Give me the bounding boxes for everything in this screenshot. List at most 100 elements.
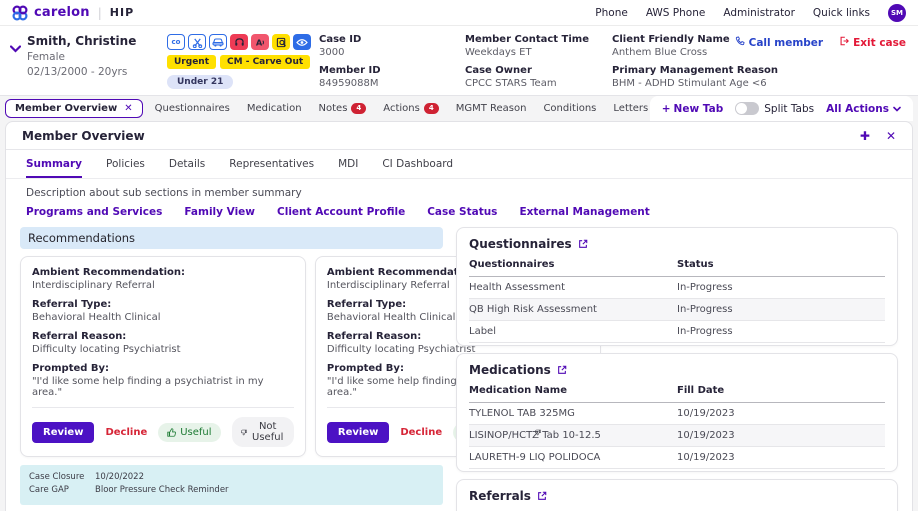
not-useful-button[interactable]: Not Useful — [231, 417, 294, 447]
thumbs-down-icon — [240, 429, 247, 435]
useful-button[interactable]: Useful — [158, 422, 221, 442]
banner-col-ids: Case ID 3000 Member ID 84959088M — [319, 34, 465, 89]
plus-icon: + — [661, 102, 671, 115]
svg-text:A: A — [255, 37, 262, 47]
tab-actions[interactable]: Actions 4 — [383, 103, 439, 114]
medications-table: Medication Name Fill Date TYLENOL TAB 32… — [469, 385, 885, 469]
link-family-view[interactable]: Family View — [184, 206, 256, 218]
care-gap-box: Case Closure 10/20/2022 Care GAP Bloor P… — [20, 465, 443, 505]
decline-button[interactable]: Decline — [105, 426, 148, 438]
table-row[interactable]: LISINOP/HCTZ Tab 10-12.5 10/19/2023 — [469, 425, 885, 447]
tab-mgmt-reason[interactable]: MGMT Reason — [455, 103, 527, 114]
link-case-status[interactable]: Case Status — [427, 206, 498, 218]
subtab-mdi[interactable]: MDI — [338, 158, 359, 170]
banner-col-contact: Member Contact Time Weekdays ET Case Own… — [465, 34, 612, 89]
thumbs-up-icon — [167, 427, 177, 437]
split-tabs-toggle[interactable] — [735, 102, 760, 115]
medications-title: Medications — [469, 363, 551, 377]
exit-case-button[interactable]: Exit case — [839, 36, 906, 49]
member-overview-panel: Member Overview ✚ ✕ Summary Policies Det… — [5, 121, 913, 511]
transport-car-icon[interactable] — [209, 34, 227, 50]
workspace: Member Overview ✚ ✕ Summary Policies Det… — [0, 121, 918, 511]
review-button[interactable]: Review — [326, 421, 390, 443]
tab-letters[interactable]: Letters — [613, 103, 649, 114]
new-tab-button[interactable]: + New Tab — [661, 102, 724, 115]
tab-questionnaires[interactable]: Questionnaires — [154, 103, 230, 114]
split-tabs-label: Split Tabs — [764, 102, 815, 115]
actions-count-badge: 4 — [423, 103, 439, 114]
link-programs-services[interactable]: Programs and Services — [26, 206, 163, 218]
top-bar: carelon | HIP Phone AWS Phone Administra… — [0, 0, 918, 26]
banner-actions: Call member Exit case — [735, 36, 906, 49]
recommendations-header: Recommendations — [20, 227, 443, 249]
review-document-icon[interactable] — [272, 34, 290, 50]
care-gap-row: Care GAP Bloor Pressure Check Reminder — [29, 485, 229, 495]
table-header: Questionnaires Status — [469, 259, 885, 277]
member-flags: co A Urgent CM - Carve Out Under — [167, 34, 319, 89]
split-tabs-control: Split Tabs — [735, 102, 814, 115]
expand-panel-icon[interactable]: ✚ — [859, 129, 870, 143]
table-row[interactable]: Label In-Progress — [469, 321, 885, 343]
table-row[interactable]: TYLENOL TAB 325MG 10/19/2023 — [469, 403, 885, 425]
brand-name: carelon — [34, 5, 90, 20]
link-client-account-profile[interactable]: Client Account Profile — [277, 206, 406, 218]
table-row[interactable]: QB High Risk Assessment In-Progress — [469, 299, 885, 321]
exit-icon — [839, 36, 850, 49]
view-eye-icon[interactable] — [293, 34, 311, 50]
thumbs-down-icon — [535, 429, 542, 435]
subtab-representatives[interactable]: Representatives — [229, 158, 315, 170]
user-avatar[interactable]: SM — [888, 3, 906, 22]
referrals-title: Referrals — [469, 489, 531, 503]
review-button[interactable]: Review — [32, 421, 95, 443]
nav-administrator[interactable]: Administrator — [723, 6, 795, 19]
subtab-ci-dashboard[interactable]: CI Dashboard — [382, 158, 454, 170]
close-panel-icon[interactable]: ✕ — [885, 129, 896, 143]
subtab-summary[interactable]: Summary — [26, 158, 83, 178]
questionnaires-card: Questionnaires Questionnaires Status Hea… — [456, 227, 898, 346]
external-link-icon[interactable] — [557, 365, 567, 375]
external-link-icon[interactable] — [537, 491, 547, 501]
link-external-management[interactable]: External Management — [519, 206, 650, 218]
member-dob-age: 02/13/2000 - 20yrs — [27, 66, 128, 78]
close-tab-icon[interactable]: ✕ — [124, 103, 133, 114]
tab-strip: Member Overview ✕ Questionnaires Medicat… — [0, 96, 918, 121]
case-owner-field: Case Owner CPCC STARS Team — [465, 65, 557, 89]
brand: carelon | HIP — [12, 4, 134, 21]
all-actions-dropdown[interactable]: All Actions — [826, 103, 901, 115]
member-id-field: Member ID 84959088M — [319, 65, 381, 89]
case-id-field: Case ID 3000 — [319, 34, 362, 58]
phone-icon — [735, 36, 745, 49]
table-row[interactable]: Health Assessment In-Progress — [469, 277, 885, 299]
member-banner: Smith, Christine Female 02/13/2000 - 20y… — [0, 26, 918, 96]
co-badge-icon[interactable]: co — [167, 34, 185, 50]
call-member-button[interactable]: Call member — [735, 36, 823, 49]
chevron-down-icon[interactable] — [9, 38, 22, 89]
subtab-bar: Summary Policies Details Representatives… — [6, 150, 912, 179]
tab-conditions[interactable]: Conditions — [543, 103, 597, 114]
subtab-details[interactable]: Details — [168, 158, 206, 170]
no-scissors-icon[interactable] — [188, 34, 206, 50]
banner-col-client: Client Friendly Name Anthem Blue Cross P… — [612, 34, 808, 89]
table-header: Medication Name Fill Date — [469, 385, 885, 403]
tab-medication[interactable]: Medication — [246, 103, 302, 114]
language-assist-icon[interactable]: A — [251, 34, 269, 50]
table-row[interactable]: LAURETH-9 LIQ POLIDOCA 10/19/2023 — [469, 447, 885, 469]
decline-button[interactable]: Decline — [400, 426, 443, 438]
subtab-policies[interactable]: Policies — [106, 158, 145, 170]
urgent-badge: Urgent — [167, 55, 217, 69]
nav-quick-links[interactable]: Quick links — [812, 6, 870, 19]
tab-member-overview[interactable]: Member Overview ✕ — [5, 99, 143, 118]
client-name-field: Client Friendly Name Anthem Blue Cross — [612, 34, 730, 58]
hearing-support-icon[interactable] — [230, 34, 248, 50]
case-closure-row: Case Closure 10/20/2022 — [29, 472, 144, 482]
left-column: Recommendations Ambient Recommendation: I… — [20, 227, 601, 511]
nav-aws-phone[interactable]: AWS Phone — [645, 6, 706, 19]
contact-time-field: Member Contact Time Weekdays ET — [465, 34, 590, 58]
summary-description: Description about sub sections in member… — [26, 187, 302, 199]
external-link-icon[interactable] — [578, 239, 588, 249]
tab-notes[interactable]: Notes 4 — [319, 103, 367, 114]
panel-header: Member Overview ✚ ✕ — [6, 122, 912, 150]
medications-card: Medications Medication Name Fill Date TY… — [456, 353, 898, 472]
nav-phone[interactable]: Phone — [595, 6, 628, 19]
questionnaires-title: Questionnaires — [469, 237, 572, 251]
